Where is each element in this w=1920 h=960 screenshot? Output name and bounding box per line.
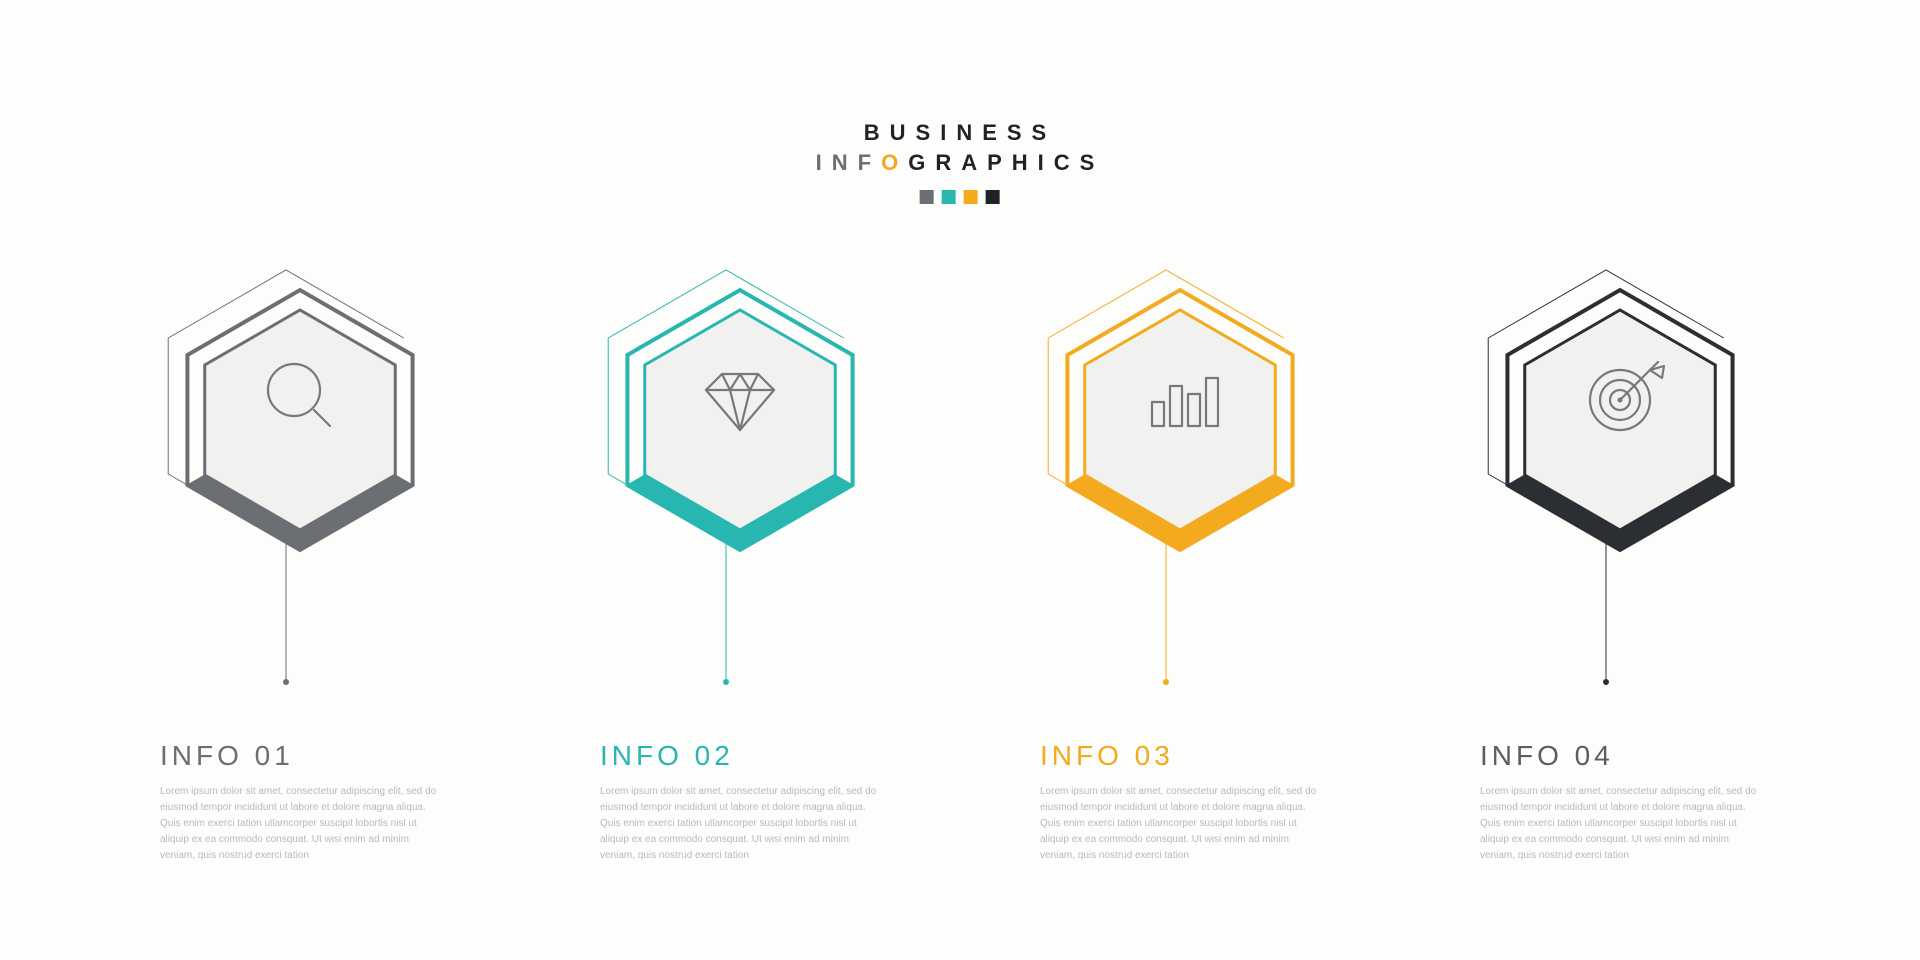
infographic-row: INFO 01 Lorem ipsum dolor sit amet, cons… (0, 250, 1920, 864)
leader-dot (723, 679, 729, 685)
hex-2 (590, 250, 890, 590)
step-1: INFO 01 Lorem ipsum dolor sit amet, cons… (130, 250, 470, 864)
title-seg-0: INF (816, 150, 881, 175)
hex-1 (150, 250, 450, 590)
step-2: INFO 02 Lorem ipsum dolor sit amet, cons… (570, 250, 910, 864)
leader-dot (1163, 679, 1169, 685)
step-3-text: INFO 03 Lorem ipsum dolor sit amet, cons… (1030, 740, 1330, 864)
title-seg-1: O (881, 150, 908, 175)
step-1-text: INFO 01 Lorem ipsum dolor sit amet, cons… (150, 740, 450, 864)
swatch-3 (986, 190, 1000, 204)
title-seg-2: GRAPHICS (908, 150, 1104, 175)
step-2-text: INFO 02 Lorem ipsum dolor sit amet, cons… (590, 740, 890, 864)
step-1-body: Lorem ipsum dolor sit amet, consectetur … (160, 784, 440, 864)
step-4-body: Lorem ipsum dolor sit amet, consectetur … (1480, 784, 1760, 864)
step-3-label: INFO 03 (1040, 740, 1330, 772)
swatch-2 (964, 190, 978, 204)
title-line-2: INFOGRAPHICS (816, 150, 1105, 176)
header: BUSINESS INFOGRAPHICS (816, 120, 1105, 204)
leader-dot (283, 679, 289, 685)
hex-3 (1030, 250, 1330, 590)
swatch-1 (942, 190, 956, 204)
step-3-body: Lorem ipsum dolor sit amet, consectetur … (1040, 784, 1320, 864)
step-4-label: INFO 04 (1480, 740, 1770, 772)
step-4: INFO 04 Lorem ipsum dolor sit amet, cons… (1450, 250, 1790, 864)
step-1-label: INFO 01 (160, 740, 450, 772)
title-line-1: BUSINESS (816, 120, 1105, 146)
leader-dot (1603, 679, 1609, 685)
step-2-body: Lorem ipsum dolor sit amet, consectetur … (600, 784, 880, 864)
step-3: INFO 03 Lorem ipsum dolor sit amet, cons… (1010, 250, 1350, 864)
step-2-label: INFO 02 (600, 740, 890, 772)
swatch-row (816, 190, 1105, 204)
step-4-text: INFO 04 Lorem ipsum dolor sit amet, cons… (1470, 740, 1770, 864)
swatch-0 (920, 190, 934, 204)
hex-4 (1470, 250, 1770, 590)
